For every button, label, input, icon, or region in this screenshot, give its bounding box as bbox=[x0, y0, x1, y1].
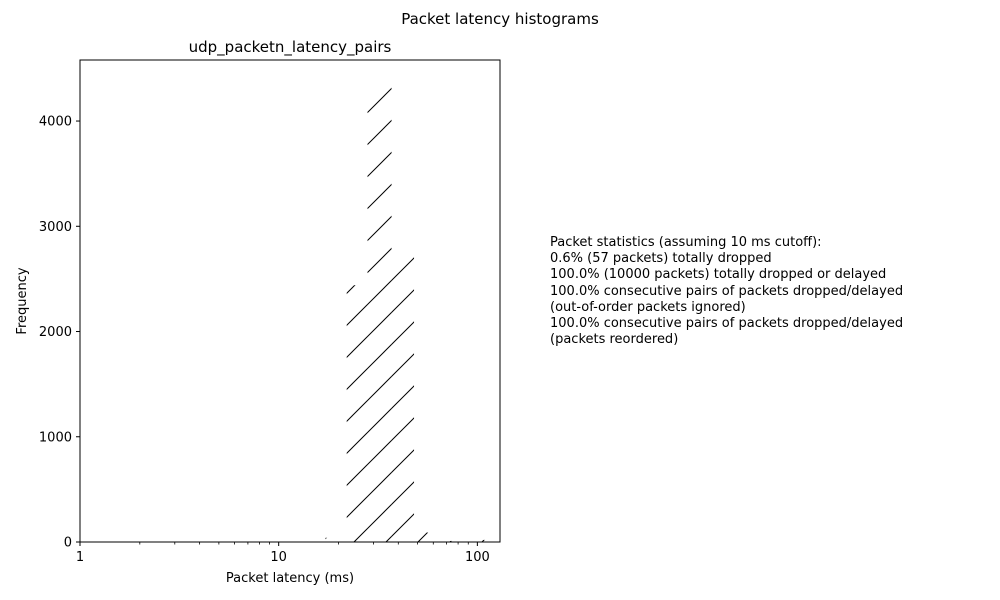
stats-line: (out-of-order packets ignored) bbox=[550, 299, 746, 315]
histogram-bar bbox=[436, 540, 459, 542]
histogram-bar bbox=[458, 535, 482, 542]
stats-line: 0.6% (57 packets) totally dropped bbox=[550, 251, 772, 267]
figure-suptitle: Packet latency histograms bbox=[401, 10, 599, 28]
x-tick-label: 100 bbox=[465, 550, 490, 565]
histogram-bar bbox=[346, 285, 368, 542]
stats-line: 100.0% consecutive pairs of packets drop… bbox=[550, 283, 904, 299]
x-axis-label: Packet latency (ms) bbox=[226, 571, 354, 586]
chart-title: udp_packetn_latency_pairs bbox=[189, 38, 392, 57]
histogram-bar bbox=[414, 532, 437, 542]
y-tick-label: 2000 bbox=[39, 325, 72, 340]
y-axis-ticks: 0 1000 2000 3000 4000 bbox=[39, 115, 80, 551]
y-axis-label: Frequency bbox=[15, 267, 30, 334]
stats-line: (packets reordered) bbox=[550, 332, 679, 348]
stats-line: 100.0% consecutive pairs of packets drop… bbox=[550, 316, 904, 332]
histogram-bar bbox=[481, 539, 497, 542]
y-tick-label: 3000 bbox=[39, 220, 72, 235]
packet-statistics-text: Packet statistics (assuming 10 ms cutoff… bbox=[550, 235, 980, 348]
y-tick-label: 0 bbox=[64, 536, 72, 551]
stats-line: 100.0% (10000 packets) totally dropped o… bbox=[550, 267, 887, 283]
y-tick-label: 4000 bbox=[39, 115, 72, 130]
y-tick-label: 1000 bbox=[39, 430, 72, 445]
axes-frame bbox=[79, 59, 501, 543]
histogram-bar bbox=[325, 537, 347, 542]
x-axis-ticks: 1 10 100 bbox=[76, 542, 490, 565]
histogram-bar bbox=[367, 82, 392, 542]
x-tick-label: 1 bbox=[76, 550, 84, 565]
stats-line: Packet statistics (assuming 10 ms cutoff… bbox=[550, 235, 822, 250]
histogram-bars bbox=[325, 82, 497, 542]
x-tick-label: 10 bbox=[270, 550, 287, 565]
histogram-bar bbox=[391, 253, 415, 542]
